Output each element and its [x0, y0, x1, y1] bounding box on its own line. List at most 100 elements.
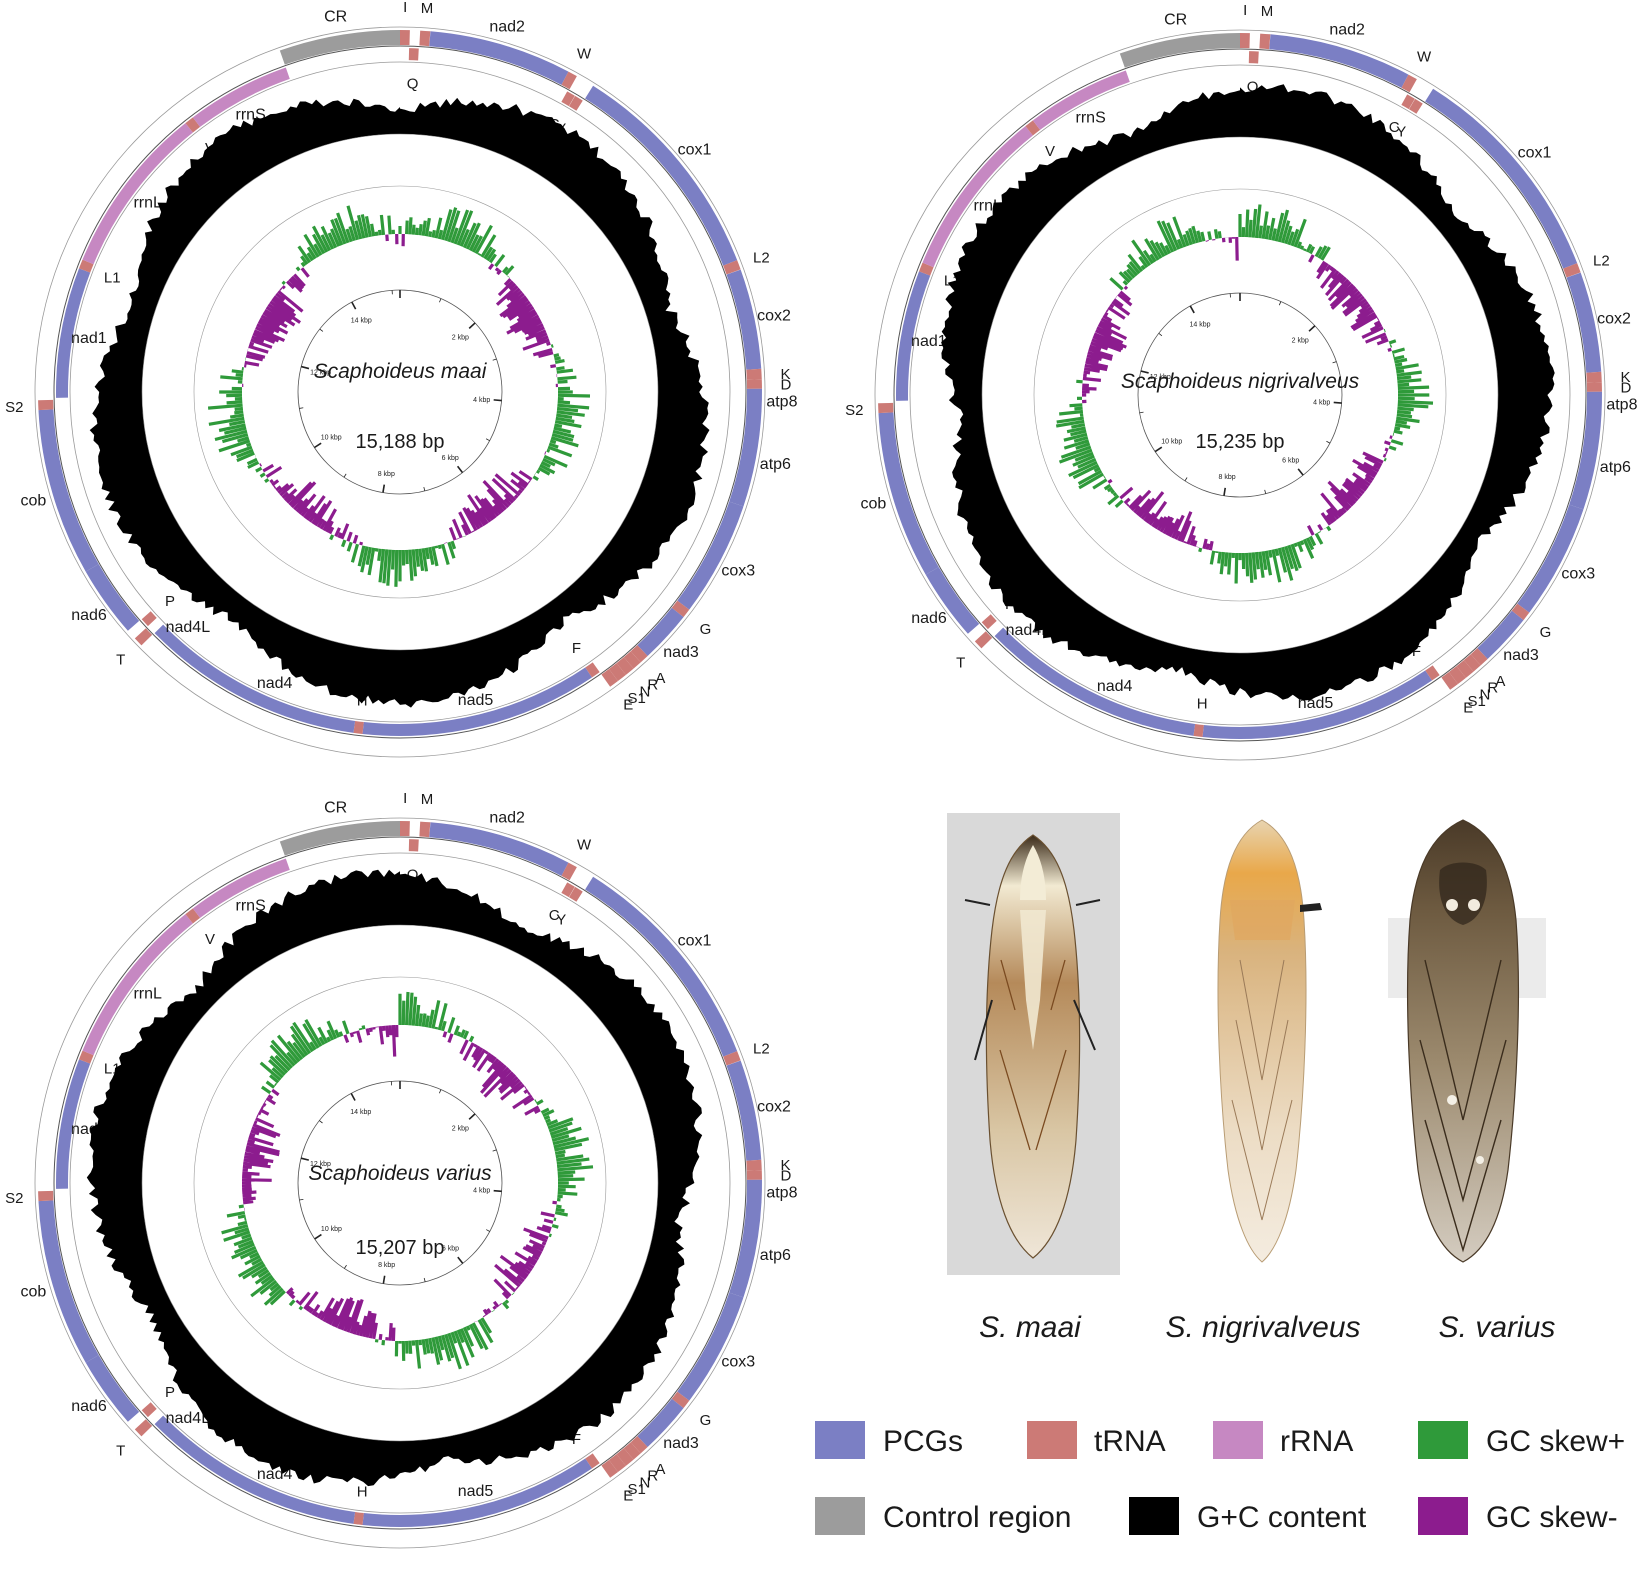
- gene-arc-f: [585, 662, 600, 678]
- species-name: Scaphoideus varius: [308, 1162, 492, 1185]
- gene-label-w: W: [577, 837, 592, 854]
- gene-label-cob: cob: [860, 495, 886, 512]
- gene-label-e: E: [1463, 699, 1473, 716]
- scale-tick: [456, 465, 464, 474]
- gene-arc-y: [569, 886, 583, 902]
- scale-label: 8 kbp: [378, 471, 395, 478]
- gene-label-nad5: nad5: [458, 1483, 494, 1500]
- genome-map: IQMnad2WCYcox1L2cox2KDatp8atp6cox3Gnad3A…: [5, 0, 798, 758]
- gene-label-v: V: [205, 931, 215, 948]
- gene-label-q: Q: [1247, 78, 1259, 95]
- gene-arc-rrns: [192, 67, 290, 127]
- gene-label-cox1: cox1: [678, 142, 712, 159]
- gene-label-nad6: nad6: [71, 1398, 107, 1415]
- scale-tick: [319, 328, 324, 332]
- gene-label-nad3: nad3: [663, 644, 699, 661]
- gene-label-cr: CR: [1164, 11, 1187, 28]
- gene-arc-m: [1259, 33, 1271, 50]
- skew-outer-guide: [193, 185, 607, 599]
- gene-label-g: G: [1540, 624, 1552, 641]
- scale-tick: [319, 1120, 323, 1124]
- scale-tick: [468, 322, 476, 329]
- gene-arc-h: [353, 720, 364, 734]
- scale-tick: [1154, 446, 1163, 453]
- gene-arc-t: [134, 1419, 153, 1437]
- scale-label: 6 kbp: [442, 1246, 459, 1253]
- gene-arc-m: [419, 30, 431, 47]
- gene-arc-v: [185, 117, 201, 133]
- gene-label-l1: L1: [104, 270, 121, 287]
- gene-arc-g: [1511, 603, 1530, 621]
- gene-label-l2: L2: [1593, 252, 1610, 269]
- gene-arc-h: [353, 1511, 364, 1525]
- legend-item-gc-content: G+C content: [1129, 1497, 1367, 1535]
- scale-label: 12 kbp: [310, 370, 331, 377]
- gene-arc-atp6: [729, 1200, 762, 1298]
- gene-arc-w: [561, 862, 577, 881]
- gene-label-cox3: cox3: [721, 1353, 755, 1370]
- gene-arc-nad4l: [154, 1415, 192, 1451]
- legend-item-gc-skew-pos: GC skew+: [1418, 1421, 1625, 1459]
- legend-label: GC skew-: [1486, 1501, 1618, 1534]
- gene-arc-e: [1441, 672, 1458, 690]
- gene-label-d: D: [780, 376, 791, 393]
- gene-label-h: H: [1197, 696, 1208, 713]
- gene-arc-s1: [608, 1454, 626, 1473]
- scale-tick: [1297, 468, 1304, 476]
- gene-arc-nad6: [925, 567, 980, 634]
- scale-tick: [382, 484, 386, 493]
- gene-label-cox1: cox1: [678, 933, 712, 950]
- scale-tick: [1223, 487, 1227, 496]
- strand-divider: [53, 45, 747, 739]
- species-name: Scaphoideus maai: [314, 360, 488, 383]
- gene-arc-nad2: [429, 822, 569, 876]
- gene-arc-g: [671, 600, 690, 618]
- scale-tick: [314, 1233, 322, 1240]
- gene-label-nad6: nad6: [911, 610, 947, 627]
- gene-label-t: T: [116, 1442, 125, 1459]
- gene-label-nad2: nad2: [1329, 21, 1365, 38]
- scale-label: 6 kbp: [442, 455, 459, 462]
- scale-label: 10 kbp: [1161, 438, 1182, 445]
- gene-label-w: W: [577, 46, 592, 63]
- scale-tick: [1264, 489, 1267, 494]
- gene-label-e: E: [623, 696, 633, 713]
- gc-skew-negative: [1081, 236, 1393, 551]
- gene-label-i: I: [403, 0, 407, 16]
- gene-arc-i: [400, 30, 410, 46]
- gene-arc-nad2: [429, 31, 569, 85]
- gene-label-cob: cob: [20, 492, 46, 509]
- scale-tick: [1139, 411, 1144, 414]
- gene-arc-nad3: [1477, 610, 1524, 660]
- gene-label-m: M: [421, 0, 434, 17]
- scale-tick: [423, 1277, 426, 1282]
- gene-label-a: A: [1495, 673, 1505, 690]
- scale-label: 14 kbp: [350, 1109, 371, 1116]
- gene-arc-r: [623, 651, 641, 669]
- gene-arc-p: [981, 614, 997, 630]
- outer-ring: [34, 817, 766, 1549]
- gene-label-cob: cob: [20, 1283, 46, 1300]
- gene-label-nad3: nad3: [1503, 647, 1539, 664]
- gene-label-m: M: [421, 791, 434, 808]
- gene-label-s1: S1: [627, 690, 645, 707]
- scale-tick: [423, 486, 426, 492]
- gene-label-d: D: [780, 1167, 791, 1184]
- skew-outer-guide: [193, 976, 607, 1390]
- scale-tick: [1326, 440, 1331, 444]
- gene-label-k: K: [781, 1157, 791, 1174]
- gene-label-a: A: [655, 1461, 665, 1478]
- gene-label-t: T: [956, 654, 965, 671]
- gene-label-q: Q: [407, 866, 419, 883]
- inner-ring: [69, 61, 731, 723]
- gene-arc-cox3: [1517, 504, 1584, 613]
- gene-label-v: V: [1045, 143, 1055, 160]
- gene-label-nad1: nad1: [911, 333, 947, 350]
- gene-arc-v: [185, 908, 201, 924]
- legend-label: Control region: [883, 1501, 1071, 1534]
- gene-label-k: K: [1621, 369, 1631, 386]
- scale-tick: [313, 442, 322, 449]
- gene-arc-cox2: [1566, 272, 1602, 373]
